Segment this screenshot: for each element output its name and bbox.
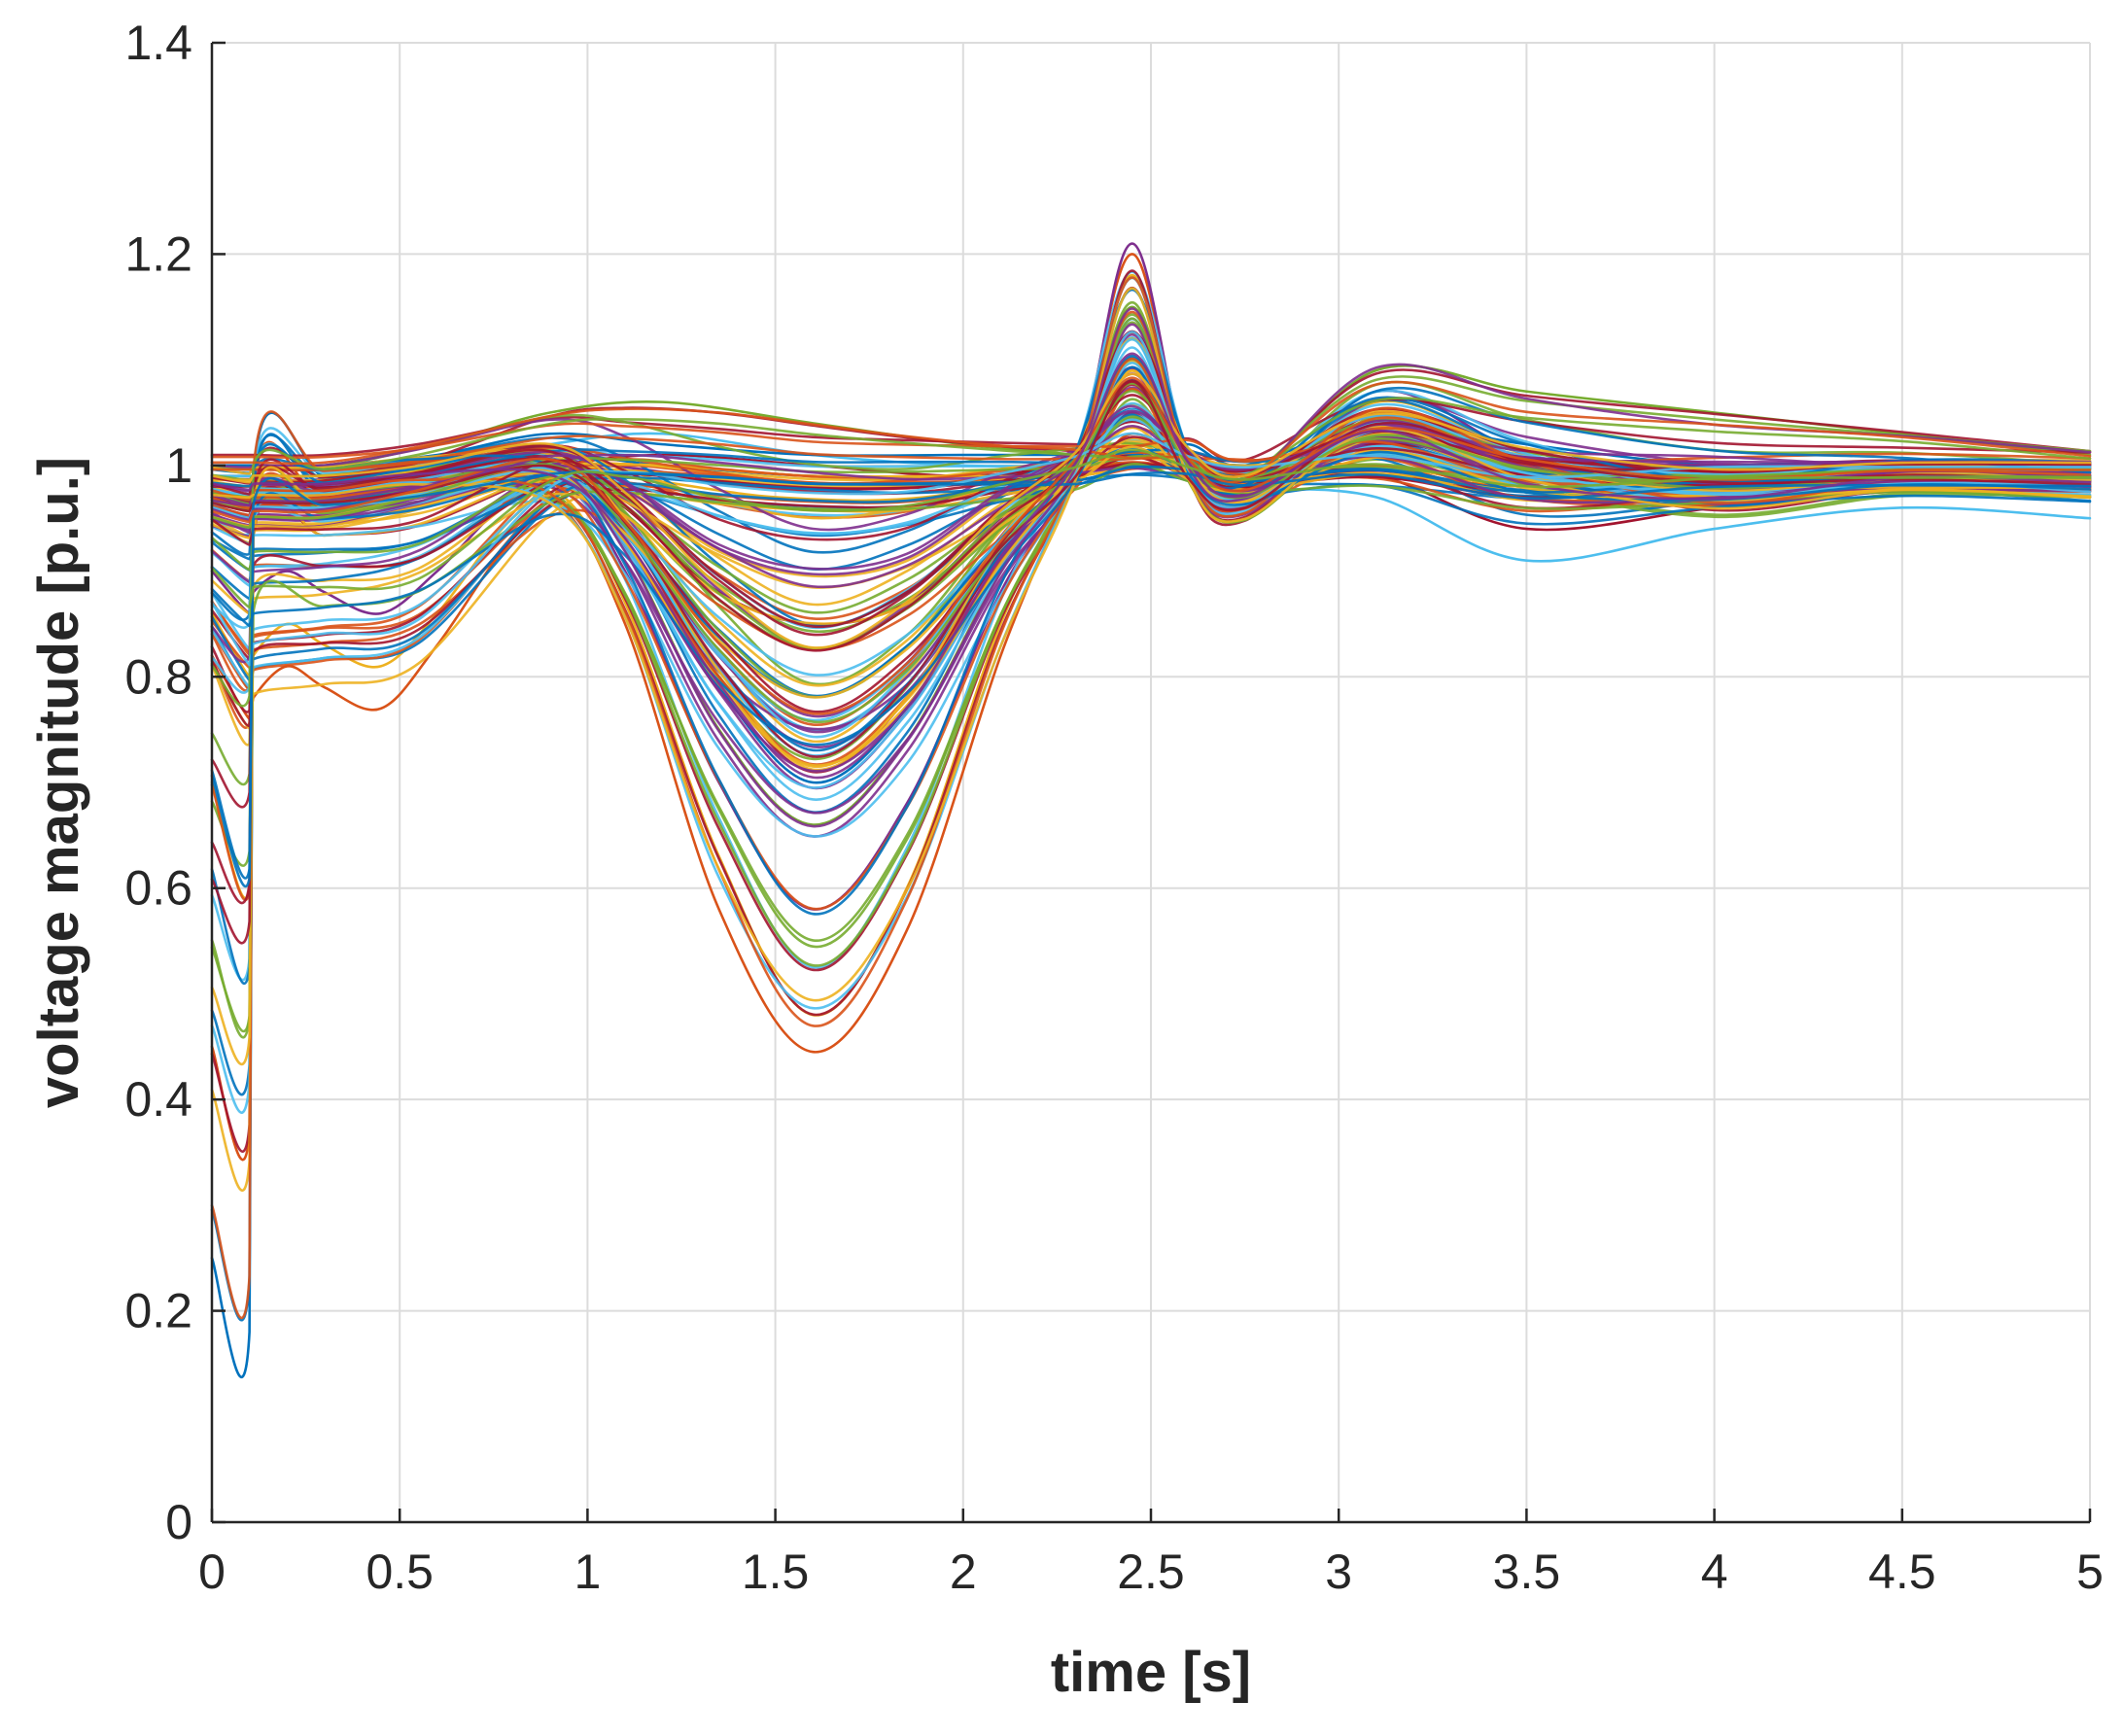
y-tick-label: 1.4 <box>124 16 192 70</box>
series-line-extra <box>210 448 2092 609</box>
x-tick-label: 2 <box>950 1545 977 1599</box>
y-axis-title: voltage magnitude [p.u.] <box>27 457 90 1108</box>
x-tick-label: 5 <box>2076 1545 2104 1599</box>
y-tick-label: 0.2 <box>124 1284 192 1338</box>
x-tick-label: 1 <box>574 1545 601 1599</box>
axes <box>210 41 2092 1524</box>
y-tick-label: 1.2 <box>124 226 192 281</box>
x-tick-label: 2.5 <box>1117 1545 1185 1599</box>
series-line-extra <box>210 380 2092 713</box>
series-line-extra <box>210 372 2092 649</box>
y-tick-label: 0.6 <box>124 861 192 916</box>
tick-labels: 0 0.5 1 1.5 2 2.5 3 3.5 4 4.5 5 0 0.2 0.4 0.6 0.8 1 1.2 1.… <box>124 16 2103 1599</box>
x-tick-label: 3.5 <box>1493 1545 1561 1599</box>
y-tick-label: 0.4 <box>124 1072 192 1127</box>
y-tick-label: 0 <box>165 1495 192 1549</box>
x-tick-label: 0 <box>198 1545 226 1599</box>
series-line-extra <box>210 397 2092 708</box>
y-tick-label: 0.8 <box>124 649 192 704</box>
series-group <box>210 242 2092 1378</box>
series-line-extra <box>210 363 2092 532</box>
series-line-extra <box>210 365 2092 746</box>
x-tick-label: 0.5 <box>365 1545 434 1599</box>
series-line-extra <box>210 352 2092 780</box>
x-axis-title: time [s] <box>1051 1641 1251 1704</box>
x-tick-label: 1.5 <box>742 1545 810 1599</box>
x-tick-label: 4.5 <box>1868 1545 1936 1599</box>
x-tick-label: 4 <box>1701 1545 1728 1599</box>
series-line-extra <box>210 432 2092 667</box>
y-tick-label: 1 <box>165 438 192 493</box>
grid-lines <box>212 42 2091 1522</box>
series-line-extra <box>210 398 2092 463</box>
series-line-extra <box>210 380 2092 484</box>
x-tick-label: 3 <box>1325 1545 1352 1599</box>
